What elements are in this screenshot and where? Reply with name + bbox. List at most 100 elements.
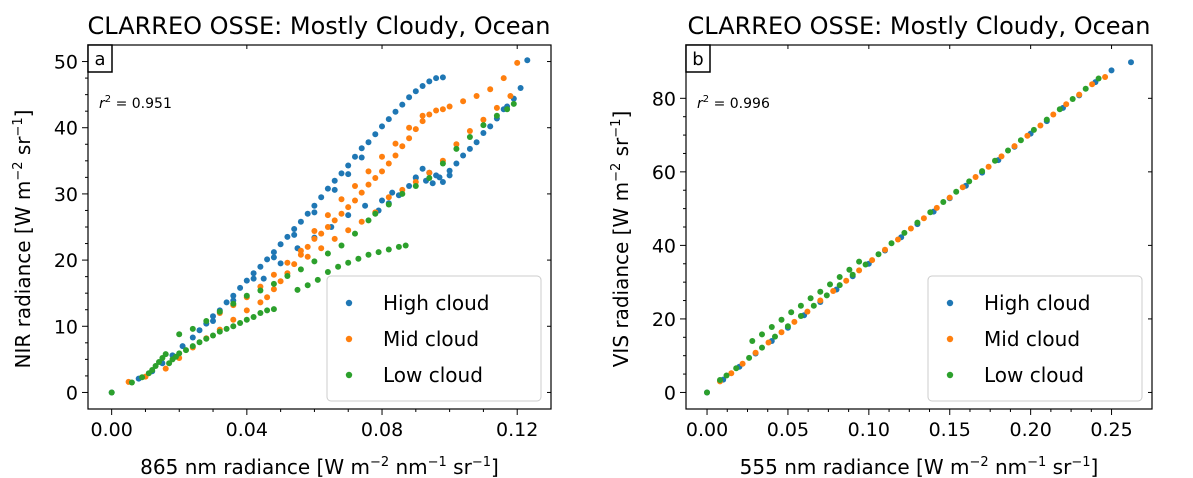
data-point: [270, 254, 277, 261]
data-point: [895, 236, 901, 243]
legend-label: Mid cloud: [984, 327, 1080, 351]
data-point: [439, 179, 446, 185]
data-point: [765, 339, 772, 346]
data-point: [1076, 91, 1083, 98]
data-point: [723, 372, 730, 379]
data-point: [998, 153, 1005, 160]
data-point: [1030, 126, 1037, 133]
data-point: [304, 243, 311, 250]
data-point: [466, 128, 473, 134]
data-point: [412, 126, 419, 133]
data-point: [152, 363, 159, 369]
data-point: [284, 259, 291, 266]
data-point: [460, 98, 467, 105]
data-point: [395, 243, 402, 250]
data-point: [196, 327, 203, 334]
data-point: [1005, 147, 1011, 154]
data-point: [1017, 137, 1024, 144]
data-point: [433, 75, 440, 82]
data-point: [752, 349, 759, 356]
data-point: [862, 261, 869, 268]
data-point: [237, 320, 244, 326]
data-point: [849, 271, 856, 278]
data-point: [203, 335, 210, 342]
data-point: [230, 323, 237, 330]
panel-b: CLARREO OSSE: Mostly Cloudy, Ocean 0.00 0.…: [609, 12, 1153, 478]
data-point: [784, 323, 791, 330]
data-point: [203, 318, 210, 324]
data-point: [365, 217, 372, 224]
data-point: [500, 75, 507, 82]
data-point: [1037, 122, 1044, 129]
data-point: [717, 377, 723, 383]
data-point: [810, 302, 817, 309]
data-point: [772, 333, 778, 340]
data-point: [243, 316, 250, 323]
data-point: [379, 153, 385, 160]
data-point: [487, 123, 494, 130]
data-point: [768, 324, 775, 330]
data-point: [243, 292, 250, 299]
data-point: [704, 389, 710, 396]
data-point: [807, 295, 814, 302]
data-point: [331, 186, 338, 193]
data-point: [406, 135, 413, 142]
series-low-cloud: [108, 100, 517, 396]
data-point: [946, 194, 953, 201]
data-point: [139, 374, 146, 381]
series-low-cloud: [704, 75, 1102, 396]
data-point: [331, 177, 338, 184]
data-point: [1063, 101, 1070, 108]
data-point: [284, 273, 291, 279]
data-point: [385, 201, 392, 208]
data-point: [257, 310, 264, 316]
data-point: [277, 278, 284, 285]
data-point: [149, 367, 156, 373]
data-point: [338, 242, 345, 249]
r-squared-annotation: r2 = 0.951: [99, 94, 172, 112]
y-tick-label: 0: [664, 382, 676, 404]
data-point: [345, 171, 352, 178]
data-point: [959, 184, 966, 191]
legend-label: Low cloud: [383, 363, 483, 387]
data-point: [257, 299, 264, 306]
data-point: [365, 251, 372, 258]
data-point: [992, 157, 998, 164]
data-point: [406, 94, 413, 101]
data-point: [392, 108, 399, 115]
data-point: [778, 316, 785, 323]
data-point: [1056, 106, 1063, 113]
data-point: [176, 331, 183, 338]
data-point: [311, 235, 318, 242]
panel-a: CLARREO OSSE: Mostly Cloudy, Ocean 0.00 0.…: [11, 12, 552, 478]
data-point: [318, 194, 325, 201]
data-point: [875, 251, 882, 258]
data-point: [345, 212, 352, 219]
data-point: [1128, 59, 1134, 66]
data-point: [882, 246, 888, 253]
data-point: [270, 249, 277, 256]
data-point: [250, 314, 257, 320]
y-tick-label: 80: [652, 88, 676, 110]
data-point: [778, 329, 785, 336]
data-point: [183, 347, 189, 354]
data-point: [429, 180, 436, 187]
data-point: [304, 253, 311, 260]
data-point: [324, 250, 331, 257]
y-tick-label: 60: [652, 162, 676, 184]
x-tick-label: 0.12: [496, 419, 538, 441]
data-point: [352, 197, 358, 204]
data-point: [446, 172, 453, 179]
data-point: [480, 130, 487, 136]
data-point: [338, 170, 345, 177]
legend-label: High cloud: [383, 291, 489, 315]
data-point: [210, 318, 216, 324]
data-point: [304, 210, 311, 217]
data-point: [210, 313, 216, 320]
data-point: [372, 131, 379, 138]
data-point: [419, 83, 426, 89]
data-point: [788, 309, 795, 316]
data-point: [749, 338, 756, 344]
data-point: [189, 334, 196, 341]
data-point: [510, 100, 517, 107]
